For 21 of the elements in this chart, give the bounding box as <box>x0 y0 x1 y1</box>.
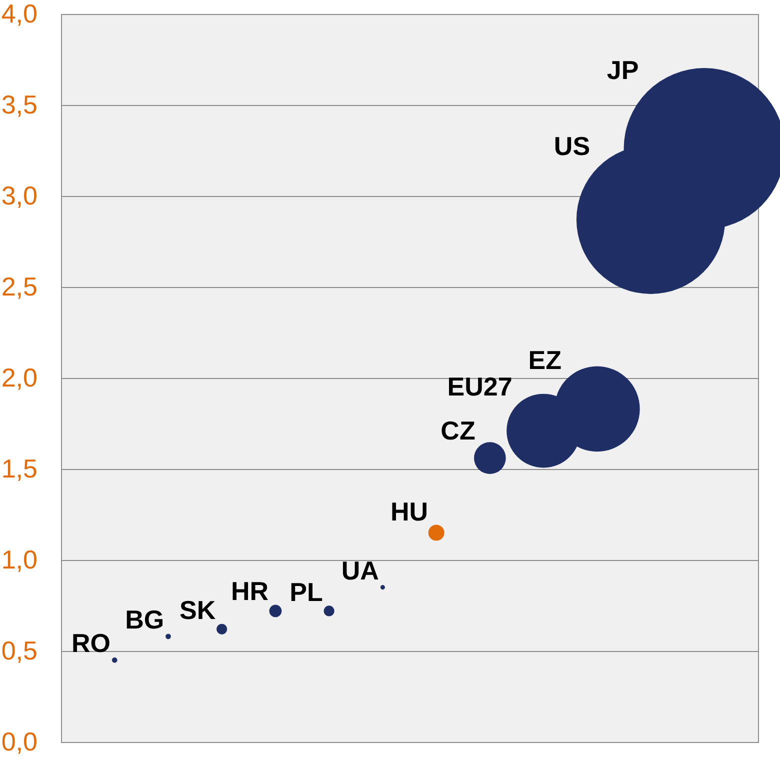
series-label: SK <box>180 594 216 625</box>
y-tick-label: 3,5 <box>1 90 38 120</box>
series-label: HR <box>231 576 269 606</box>
y-tick-label: 3,0 <box>1 180 38 210</box>
y-tick-label: 0,0 <box>1 726 38 756</box>
series-label: EZ <box>528 345 562 376</box>
series-label: CZ <box>440 416 476 446</box>
series-label: EU27 <box>447 372 512 402</box>
series-label: JP <box>606 55 639 85</box>
y-tick-label: 0,5 <box>1 636 38 666</box>
y-tick-label: 1,5 <box>1 454 38 484</box>
series-label: RO <box>72 628 111 658</box>
series-label: UA <box>341 556 380 586</box>
series-label: HU <box>390 496 428 526</box>
y-tick-label: 2,0 <box>1 362 38 392</box>
series-label: PL <box>290 576 324 607</box>
y-tick-label: 1,0 <box>1 544 38 574</box>
y-tick-label: 2,5 <box>1 272 38 302</box>
series-label: BG <box>125 604 164 634</box>
series-label: US <box>554 130 590 161</box>
y-tick-label: 4,0 <box>1 0 38 28</box>
